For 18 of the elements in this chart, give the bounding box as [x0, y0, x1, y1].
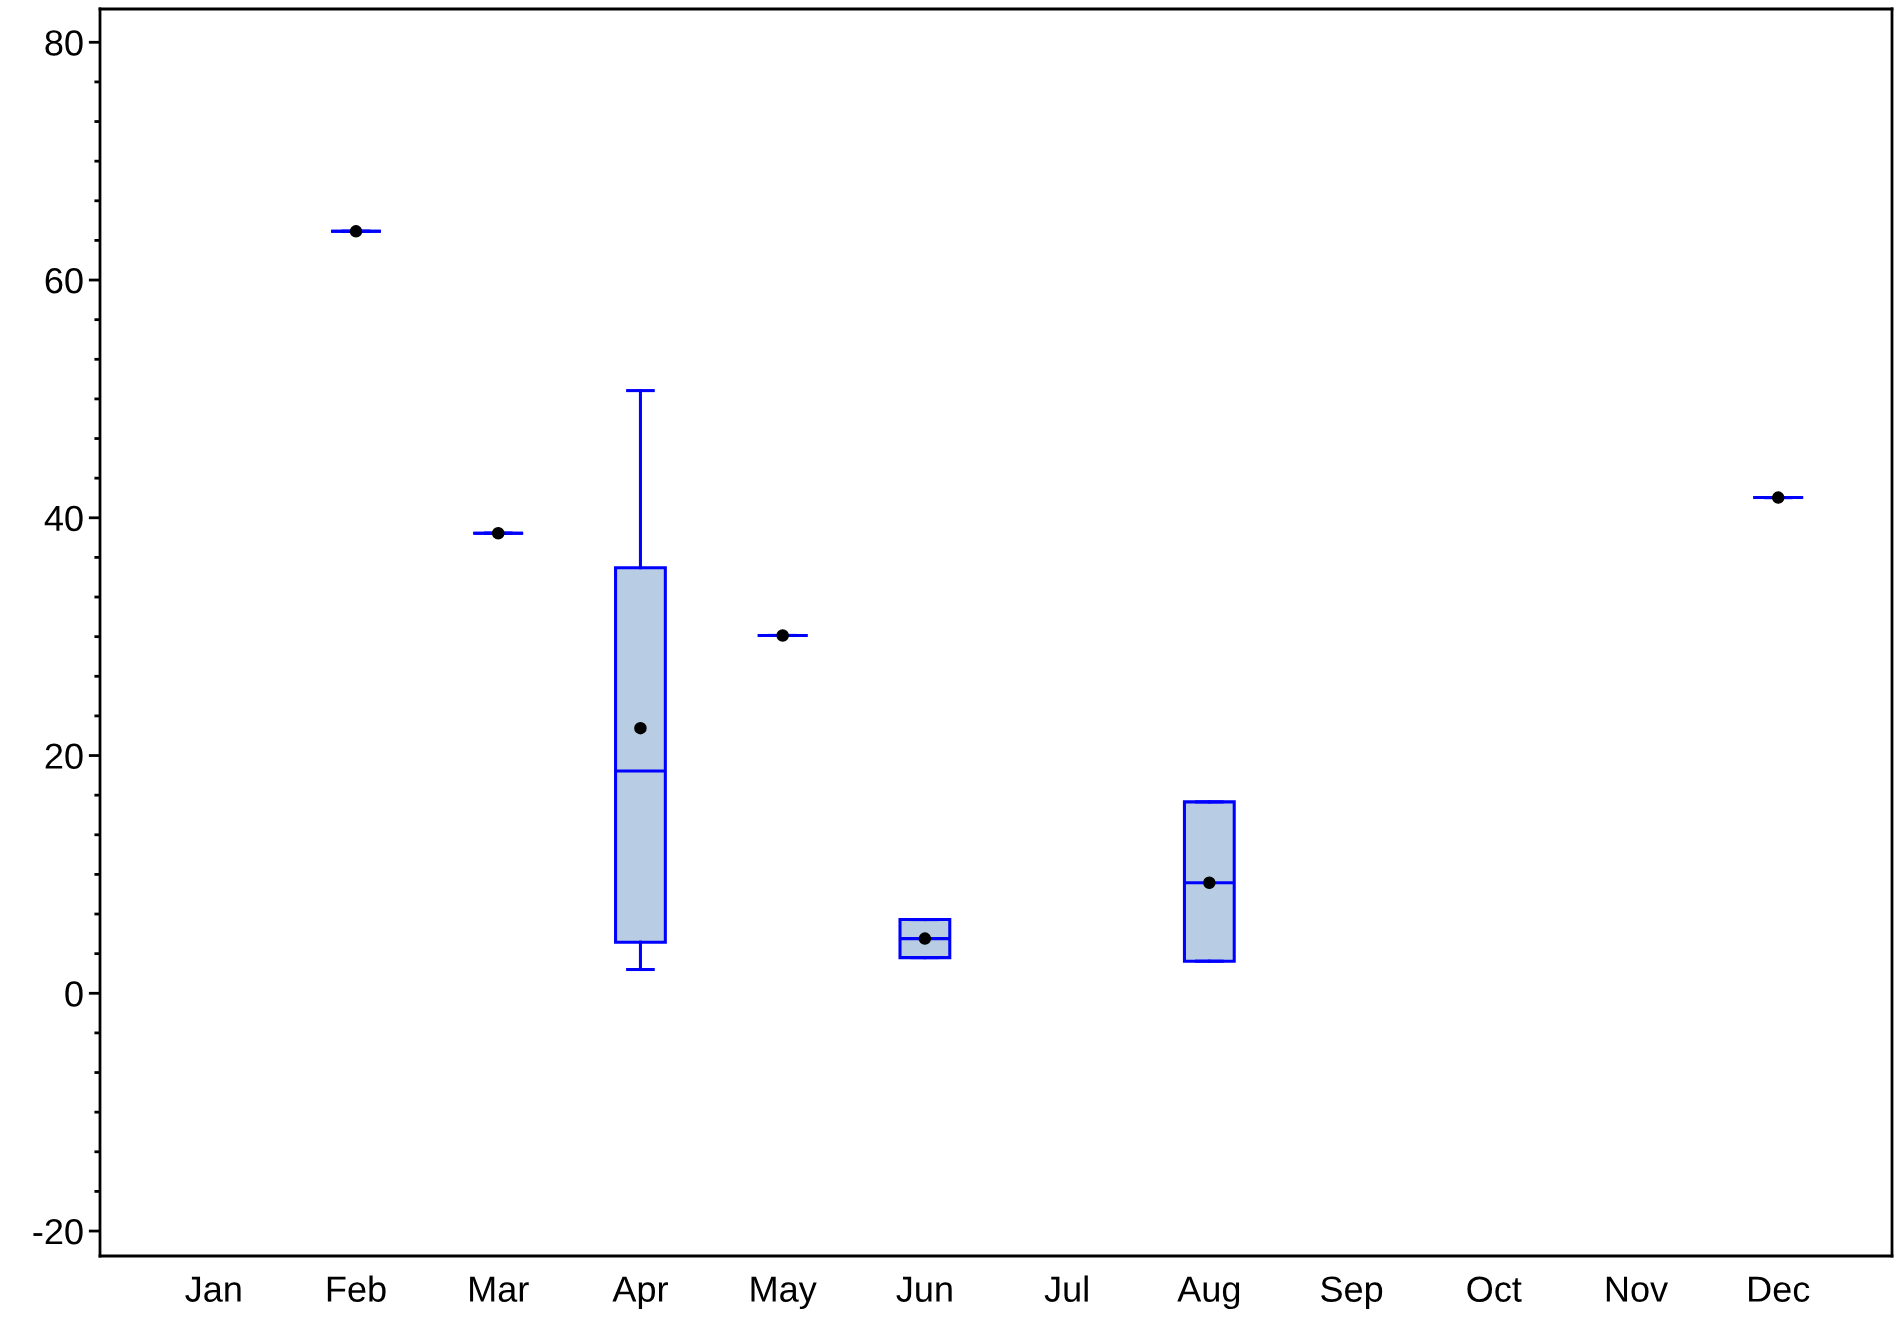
x-tick-label: Nov	[1606, 1276, 1668, 1302]
x-tick-label: Sep	[1321, 1276, 1383, 1310]
x-tick-label: Jan	[185, 1276, 241, 1302]
x-tick-label: Jul	[1044, 1275, 1088, 1302]
y-tick-label: 40	[44, 505, 83, 532]
x-tick-label: Feb	[327, 1275, 386, 1302]
x-tick-label: May	[751, 1276, 817, 1310]
y-tick-label: 0	[65, 981, 83, 1007]
y-tick-label: 60	[45, 267, 83, 294]
x-tick-label: Mar	[470, 1276, 529, 1302]
x-tick-label: Jun	[896, 1276, 952, 1302]
x-tick-label: Aug	[1177, 1276, 1240, 1310]
x-tick-label: Oct	[1467, 1276, 1522, 1302]
y-tick-label: 80	[45, 30, 83, 56]
y-tick-label: 20	[45, 743, 83, 769]
x-tick-label: Apr	[612, 1276, 668, 1310]
y-tick-label: -20	[33, 1218, 83, 1245]
x-tick-label: Dec	[1749, 1276, 1810, 1302]
